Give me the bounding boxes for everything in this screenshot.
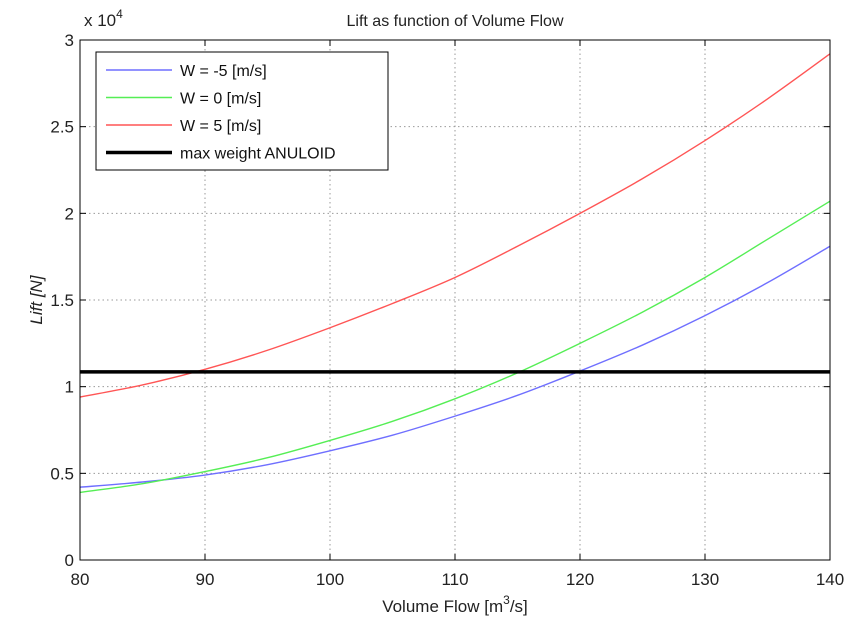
y-multiplier-base: x 10 [84, 11, 116, 30]
y-tick-label: 1 [65, 378, 74, 397]
x-axis-label-superscript: 3 [503, 593, 510, 607]
legend: W = -5 [m/s] W = 0 [m/s] W = 5 [m/s] max we… [95, 51, 389, 171]
series-line-2 [79, 200, 831, 494]
x-tick-label: 140 [816, 570, 844, 589]
legend-label-2: W = 0 [m/s] [180, 91, 261, 108]
x-tick-label: 80 [71, 570, 90, 589]
x-tick-label: 120 [566, 570, 594, 589]
x-axis-label-end: /s] [510, 597, 528, 616]
y-tick-label: 1.5 [50, 291, 74, 310]
legend-label-3: W = 5 [m/s] [180, 118, 261, 135]
series-lines [79, 53, 831, 494]
y-axis-ticks: 0 0.5 1 1.5 2 2.5 3 [50, 31, 830, 570]
legend-label-1: W = -5 [m/s] [180, 63, 267, 80]
x-axis-ticks: 80 90 100 110 120 130 140 [71, 40, 844, 589]
x-axis-label-text: Volume Flow [m [382, 597, 503, 616]
x-tick-label: 110 [441, 570, 468, 589]
y-axis-label: Lift [N] [27, 274, 46, 324]
x-tick-label: 130 [691, 570, 719, 589]
y-multiplier-exponent: 4 [116, 7, 123, 21]
legend-box [95, 51, 389, 171]
x-axis-label: Volume Flow [m3/s] [382, 593, 528, 616]
series-line-3 [79, 53, 831, 398]
y-tick-label: 3 [65, 31, 74, 50]
x-tick-label: 90 [196, 570, 215, 589]
y-tick-label: 0 [65, 551, 74, 570]
series-line-1 [79, 245, 831, 488]
x-tick-label: 100 [316, 570, 344, 589]
y-tick-label: 0.5 [50, 464, 74, 483]
y-tick-label: 2 [65, 204, 74, 223]
y-multiplier: x 104 [84, 7, 123, 30]
y-tick-label: 2.5 [50, 118, 74, 137]
legend-label-4: max weight ANULOID [180, 146, 336, 163]
chart-title: Lift as function of Volume Flow [347, 13, 564, 30]
